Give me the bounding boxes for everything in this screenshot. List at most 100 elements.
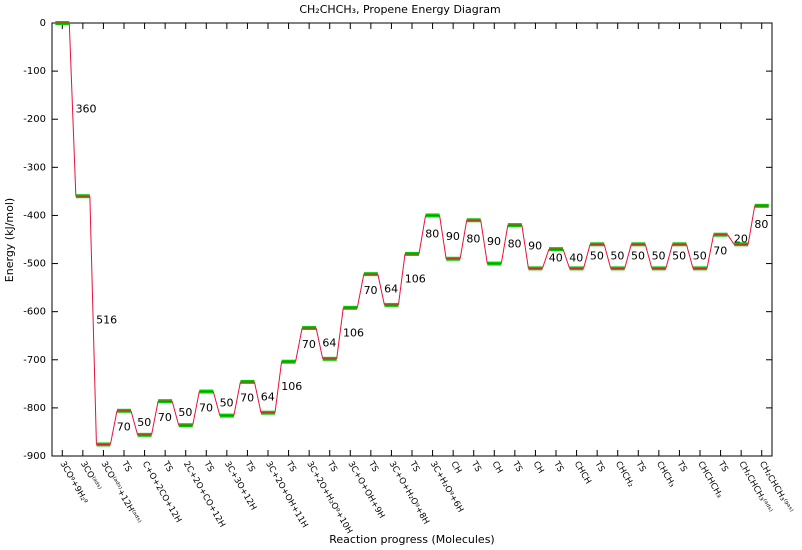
step-label: 70 <box>158 411 172 424</box>
step-label: 80 <box>508 237 522 250</box>
step-label: 70 <box>117 421 131 434</box>
step-label: 106 <box>281 380 302 393</box>
connector <box>171 401 180 426</box>
x-tick-label: TS <box>468 459 482 474</box>
step-label: 64 <box>384 283 398 296</box>
connector <box>706 234 715 269</box>
step-label: 50 <box>220 397 234 410</box>
connector <box>480 220 488 264</box>
connector <box>89 196 97 445</box>
x-tick-label: TS <box>283 459 297 474</box>
step-label: 40 <box>549 252 563 265</box>
step-label: 50 <box>590 249 604 262</box>
x-tick-label: CHCH₂ <box>613 460 636 489</box>
connector <box>521 224 529 269</box>
step-label: 70 <box>199 401 213 414</box>
connector <box>562 248 571 269</box>
step-label: 64 <box>261 390 275 403</box>
step-label: 70 <box>302 338 316 351</box>
connector <box>397 253 406 305</box>
step-label: 90 <box>446 230 460 243</box>
x-tick-label: 3C+O+OH+9H <box>346 460 387 521</box>
y-tick-label: -200 <box>23 114 46 125</box>
step-label: 80 <box>425 228 439 241</box>
chart-title: CH₂CHCH₃, Propene Energy Diagram <box>299 3 500 16</box>
step-label: 90 <box>528 240 542 253</box>
x-axis-label: Reaction progress (Molecules) <box>329 533 494 546</box>
connector <box>212 391 221 416</box>
x-tick-label: TS <box>510 459 524 474</box>
x-tick-label: TS <box>592 459 606 474</box>
connector <box>377 274 385 306</box>
step-label: 70 <box>364 284 378 297</box>
x-tick-label: TS <box>551 459 565 474</box>
connector <box>418 215 427 255</box>
step-label: 50 <box>693 249 707 262</box>
connector <box>665 244 673 269</box>
step-label: 50 <box>137 416 151 429</box>
plot-frame <box>51 22 773 457</box>
connector <box>253 381 262 413</box>
connector <box>603 244 612 269</box>
step-label: 70 <box>240 392 254 405</box>
step-label: 40 <box>569 252 583 265</box>
connector <box>274 361 283 413</box>
x-tick-label: CHCH <box>572 460 593 486</box>
connector <box>151 401 159 435</box>
connector <box>500 224 509 264</box>
connector <box>624 244 632 269</box>
x-tick-label: TS <box>201 459 215 474</box>
connector <box>644 244 653 269</box>
connector <box>295 327 303 362</box>
step-label: 80 <box>754 218 768 231</box>
step-label: 50 <box>652 249 666 262</box>
connector <box>233 381 241 416</box>
step-label: 50 <box>631 249 645 262</box>
y-tick-label: -300 <box>23 162 46 173</box>
x-tick-label: CHCH₃ <box>654 460 677 489</box>
x-tick-label: CH <box>448 460 463 476</box>
step-label: 360 <box>76 103 97 116</box>
connector <box>439 215 447 259</box>
connector <box>356 274 365 308</box>
connector <box>109 410 118 445</box>
step-label: 106 <box>405 272 426 285</box>
y-tick-label: -100 <box>23 66 46 77</box>
x-tick-label: TS <box>366 459 380 474</box>
step-label: 516 <box>96 313 117 326</box>
y-tick-label: -500 <box>23 259 46 270</box>
connector <box>727 234 735 245</box>
x-tick-label: CH <box>531 460 546 476</box>
x-tick-label: CH <box>490 460 505 476</box>
x-tick-label: C+O+2CO+12H <box>140 460 183 525</box>
step-label: 20 <box>734 233 748 246</box>
y-tick-label: -700 <box>23 355 46 366</box>
y-tick-label: -600 <box>23 307 46 318</box>
step-label: 90 <box>487 235 501 248</box>
step-label: 50 <box>672 249 686 262</box>
connector <box>541 248 550 269</box>
x-tick-label: TS <box>119 459 133 474</box>
x-tick-label: TS <box>674 459 688 474</box>
connector <box>192 391 200 426</box>
x-tick-label: TS <box>715 459 729 474</box>
step-label: 64 <box>322 336 336 349</box>
step-label: 106 <box>343 326 364 339</box>
connector <box>315 327 324 359</box>
x-tick-label: 3CO⁽ᵃᵈˢ⁾+12H⁽ᵃᵈˢ⁾ <box>99 460 143 526</box>
x-tick-label: TS <box>324 459 338 474</box>
y-tick-label: 0 <box>40 18 46 29</box>
step-label: 50 <box>178 406 192 419</box>
connector <box>583 244 591 269</box>
x-tick-label: TS <box>160 459 174 474</box>
y-tick-label: -900 <box>23 451 46 462</box>
connector <box>336 307 344 359</box>
connector <box>68 22 77 197</box>
x-tick-label: 2C+2O+CO+12H <box>181 460 227 530</box>
connector <box>747 205 756 245</box>
x-tick-label: 3C+O+H₂Oᵍ+8H <box>387 460 431 527</box>
y-tick-label: -800 <box>23 403 46 414</box>
x-tick-label: TS <box>633 459 647 474</box>
connector <box>459 220 468 259</box>
